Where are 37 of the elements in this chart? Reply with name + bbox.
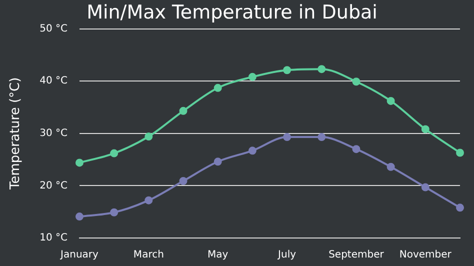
y-tick-label: 20 °C [40, 180, 68, 192]
point [248, 72, 256, 81]
x-tick-label: May [208, 250, 228, 261]
chart-title: Min/Max Temperature in Dubai [86, 1, 378, 24]
point [179, 176, 188, 185]
point [75, 158, 84, 167]
point [214, 158, 222, 166]
point [386, 162, 395, 171]
point [386, 96, 395, 105]
y-tick-label: 50 °C [40, 23, 68, 34]
x-tick-label: September [328, 250, 385, 261]
point [318, 133, 326, 142]
y-axis-title: Temperature (°C) [8, 77, 24, 190]
point [456, 148, 464, 157]
x-tick-label: March [133, 250, 164, 261]
point [421, 183, 430, 192]
point [283, 133, 292, 142]
point [110, 149, 118, 158]
point [318, 65, 326, 74]
point [248, 146, 256, 155]
point [75, 212, 84, 221]
point [421, 125, 430, 134]
x-tick-label: November [399, 250, 452, 261]
point [144, 132, 153, 141]
point [144, 196, 153, 204]
point [110, 208, 118, 216]
point [283, 66, 292, 74]
y-tick-label: 40 °C [40, 76, 68, 87]
point [352, 145, 360, 154]
x-tick-label: January [60, 250, 99, 261]
point [214, 84, 222, 92]
point [179, 106, 188, 115]
y-tick-label: 30 °C [40, 128, 68, 139]
point [456, 204, 464, 212]
point [352, 78, 360, 86]
x-tick-label: July [277, 250, 296, 261]
y-tick-label: 10 °C [40, 232, 68, 244]
